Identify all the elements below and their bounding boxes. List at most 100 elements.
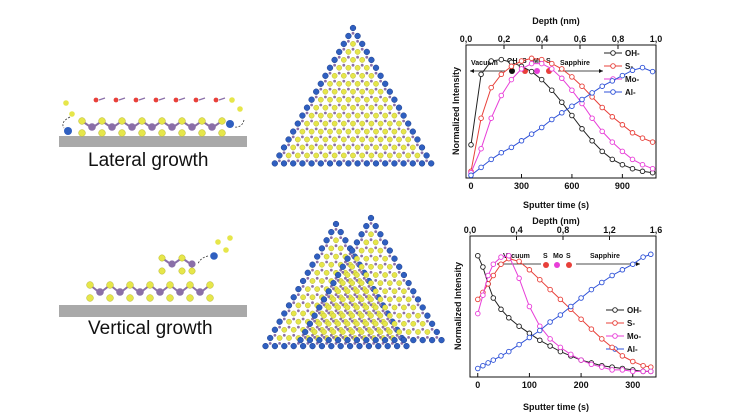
chart-top-legend-marker xyxy=(610,63,616,69)
chart-bottom-legend-label: S- xyxy=(627,319,635,328)
chart-top-ann-vacuum: Vacuum xyxy=(471,60,498,67)
chart-bottom-xtick-label: 300 xyxy=(625,380,640,390)
chart-top-point-s xyxy=(569,74,575,80)
chart-bottom-point-al xyxy=(619,267,626,273)
chart-bottom-point-oh xyxy=(547,343,553,349)
chart-bottom-point-al xyxy=(599,279,605,286)
chart-bottom-top-tick-label: 0,4 xyxy=(510,225,523,235)
chart-top-point-s xyxy=(508,63,515,70)
chart-top-legend-label: OH- xyxy=(625,49,640,58)
chart-bottom-point-mo xyxy=(498,254,504,260)
chart-top-point-oh xyxy=(468,142,474,148)
chart-bottom-point-al xyxy=(630,261,636,267)
chart-top-legend-marker xyxy=(610,50,616,56)
chart-top-point-mo xyxy=(488,115,494,121)
chart-top-point-al xyxy=(538,124,545,131)
chart-bottom-point-s xyxy=(537,276,543,283)
chart-top-point-mo xyxy=(549,66,555,72)
chart-top-point-mo xyxy=(569,87,575,93)
chart-top-point-mo xyxy=(508,76,515,83)
chart-top-ann-mo: Mo xyxy=(533,58,543,65)
chart-bottom-point-s xyxy=(498,261,504,267)
chart-top-point-al xyxy=(639,64,646,71)
chart-top-point-mo xyxy=(599,128,605,135)
chart-bottom-xlabel: Sputter time (s) xyxy=(523,402,589,412)
chart-top-point-s xyxy=(609,114,616,120)
chart-top-top-tick-label: 0,4 xyxy=(536,34,549,44)
chart-bottom-point-s xyxy=(609,344,615,351)
chart-top-point-mo xyxy=(478,145,484,152)
chart-bottom-point-oh xyxy=(480,264,486,270)
chart-top-point-oh xyxy=(538,76,545,83)
chart-top-point-s xyxy=(559,66,565,72)
chart-top: Depth (nm) Sputter time (s) Normalized I… xyxy=(451,16,662,210)
chart-top-xtick-label: 600 xyxy=(564,181,579,191)
chart-bottom-point-al xyxy=(609,272,615,279)
chart-top-point-al xyxy=(569,103,575,109)
chart-bottom-point-mo xyxy=(648,368,654,375)
chart-bottom-point-al xyxy=(490,357,497,363)
chart-bottom-point-s xyxy=(578,316,584,322)
chart-bottom-point-al xyxy=(475,365,481,372)
chart-top-point-oh xyxy=(498,56,505,63)
vertical-growth-label: Vertical growth xyxy=(88,318,213,339)
chart-bottom-ylabel: Normalized Intensity xyxy=(453,262,463,350)
chart-top-legend-label: S- xyxy=(625,62,633,71)
chart-bottom-top-tick-label: 1,6 xyxy=(650,225,663,235)
chart-bottom-point-mo xyxy=(588,361,595,368)
chart-top-point-mo xyxy=(518,66,525,72)
chart-bottom-legend-label: Mo- xyxy=(627,332,642,341)
chart-bottom-point-mo xyxy=(640,368,646,375)
chart-bottom-xtick-label: 200 xyxy=(574,380,589,390)
chart-top-point-mo xyxy=(629,156,636,163)
chart-top-ann-sapphire: Sapphire xyxy=(560,60,590,67)
chart-top-point-oh xyxy=(629,165,636,172)
chart-top-point-al xyxy=(508,144,515,151)
chart-bottom-legend-label: OH- xyxy=(627,306,642,315)
chart-bottom-point-al xyxy=(640,254,646,260)
chart-bottom-legend: OH- S- Mo- Al- xyxy=(606,306,642,354)
chart-top-point-oh xyxy=(599,148,605,155)
chart-bottom-point-oh xyxy=(498,306,504,313)
chart-bottom-ann-mo: Mo xyxy=(553,253,563,260)
chart-top-point-oh xyxy=(639,168,646,175)
chart-bottom-point-oh xyxy=(490,295,497,301)
chart-bottom-top-tick-label: 0,8 xyxy=(557,225,570,235)
chart-bottom-ann-sapphire: Sapphire xyxy=(590,253,620,260)
chart-top-point-mo xyxy=(619,148,626,155)
chart-top-point-oh xyxy=(589,138,595,144)
chart-top-point-oh xyxy=(559,99,565,105)
chart-top-xtick-label: 900 xyxy=(615,181,630,191)
chart-top-point-al xyxy=(619,72,626,79)
chart-bottom-point-mo xyxy=(609,367,615,373)
chart-top-point-mo xyxy=(639,161,646,168)
chart-bottom-top-xlabel: Depth (nm) xyxy=(532,216,580,226)
chart-bottom-point-mo xyxy=(568,351,574,358)
chart-bottom-point-al xyxy=(557,312,564,318)
chart-bottom-point-s xyxy=(475,296,481,303)
chart-bottom-point-al xyxy=(480,362,486,369)
chart-bottom-point-s xyxy=(557,296,564,303)
chart-top-legend-marker xyxy=(610,89,616,95)
chart-top-point-s xyxy=(518,58,525,64)
chart-top-point-al xyxy=(478,164,484,171)
chart-top-top-tick-label: 0,8 xyxy=(612,34,625,44)
chart-top-point-mo xyxy=(589,115,595,121)
chart-top-point-mo xyxy=(559,75,565,82)
chart-top-point-mo xyxy=(649,165,656,172)
chart-bottom-point-s xyxy=(516,258,522,265)
chart-top-point-al xyxy=(629,67,636,74)
chart-bottom-point-al xyxy=(648,251,654,258)
chart-top-top-tick-label: 0,0 xyxy=(460,34,473,44)
chart-top-point-s xyxy=(599,104,605,111)
chart-top-point-oh xyxy=(569,112,575,119)
chart-bottom-point-oh xyxy=(506,315,512,321)
chart-top-point-al xyxy=(518,138,525,144)
chart-bottom-point-mo xyxy=(516,275,522,282)
chart-bottom-legend-label: Al- xyxy=(627,345,638,354)
chart-bottom-point-s xyxy=(630,358,636,365)
chart-bottom-xtick-label: 0 xyxy=(475,380,480,390)
chart-bottom-ann-s2: S xyxy=(566,253,571,260)
chart-top-point-s xyxy=(498,71,505,78)
